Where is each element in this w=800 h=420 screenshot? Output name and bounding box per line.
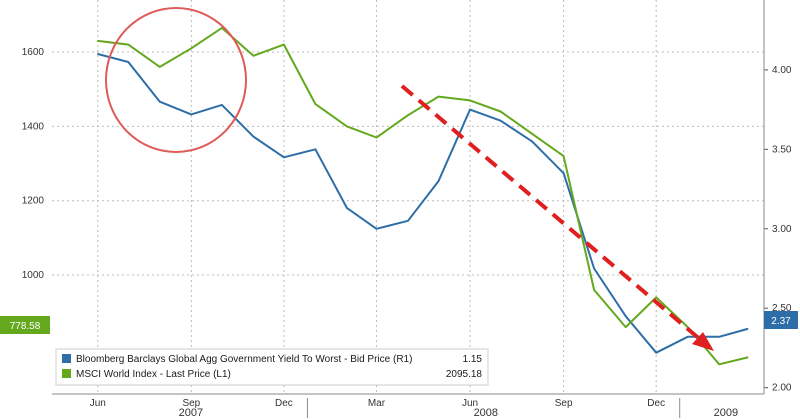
trend-arrow-head [692,332,714,351]
series-point [499,110,502,113]
legend-swatch-msci [62,369,71,378]
series-point [469,99,471,102]
x-tick-label: Sep [555,398,573,409]
series-point [593,267,595,270]
highlight-circle [105,7,247,153]
x-year-label: 2009 [714,407,738,419]
last-value-right-box [764,311,798,329]
legend-value-yield: 1.15 [463,354,483,365]
last-value-right: 2.37 [764,311,798,329]
right-axis: 4.00 3.50 3.00 2.50 2.00 [763,0,792,394]
y-right-tick-label: 3.00 [772,224,792,235]
series-point [97,53,99,55]
y-right-tick-label: 2.00 [772,383,792,394]
legend-value-msci: 2095.18 [446,369,483,380]
x-axis: Jun Sep Dec Mar Jun Sep Dec 2007 2008 2009 [52,393,764,419]
series-point [499,119,502,122]
series-line-yield [97,53,748,354]
series-point [407,220,409,222]
left-axis: 1600 1400 1200 1000 [22,47,45,281]
series-point [97,40,99,42]
series-point [469,108,471,111]
series-point [562,172,565,174]
y-left-tick-label: 1600 [22,47,45,58]
series-point [718,336,720,338]
series-point [252,55,255,57]
series-point [346,207,348,209]
x-tick-label: Jun [462,398,478,409]
y-left-tick-label: 1400 [22,121,45,132]
y-right-tick-label: 3.50 [772,144,792,155]
y-left-tick-label: 1200 [22,196,45,207]
series-point [190,113,193,116]
plot-area [52,0,764,394]
series-point [407,114,409,116]
series-point [593,289,595,291]
series-point [718,363,720,366]
series-point [159,100,161,103]
x-year-label: 2008 [474,407,498,419]
legend-label-yield: Bloomberg Barclays Global Agg Government… [76,354,412,365]
series-point [314,103,317,105]
x-tick-label: Dec [275,398,293,409]
last-value-right-label: 2.37 [771,316,791,327]
series-point [655,296,657,299]
series-point [252,135,255,138]
x-tick-label: Mar [368,398,386,409]
legend-swatch-yield [62,354,71,363]
x-year-label: 2007 [179,407,203,419]
legend: Bloomberg Barclays Global Agg Government… [55,348,489,386]
y-left-tick-label: 1000 [22,270,45,281]
series-point [375,136,378,139]
legend-label-msci: MSCI World Index - Last Price (L1) [76,369,231,380]
x-tick-label: Sep [182,398,200,409]
series-point [221,27,223,29]
series-point [655,351,657,354]
x-tick-label: Dec [647,398,665,409]
series-point [531,133,533,135]
legend-box [55,348,489,386]
series-point [562,155,565,157]
series-point [314,148,317,151]
series-point [221,104,223,106]
y-right-tick-label: 2.50 [772,303,792,314]
last-value-left-box [0,316,50,334]
series-point [624,315,627,318]
series-point [746,328,749,330]
series-point [283,156,285,159]
series-point [686,336,689,338]
grid [52,0,764,394]
y-right-tick-label: 4.00 [772,65,792,76]
annotations [105,7,714,351]
last-value-left-label: 778.58 [10,321,41,332]
series-point [127,43,130,46]
series-point [437,95,440,98]
last-value-left: 778.58 [0,316,50,334]
x-tick-label: Jun [90,398,106,409]
series-point [437,180,440,182]
series-point [346,125,348,128]
series-point [375,228,378,230]
series-point [190,47,193,50]
series-point [283,43,285,46]
series-point [127,61,130,63]
series-point [624,326,627,328]
series-point [159,66,161,68]
series-point [746,356,749,359]
series-point [531,140,533,143]
